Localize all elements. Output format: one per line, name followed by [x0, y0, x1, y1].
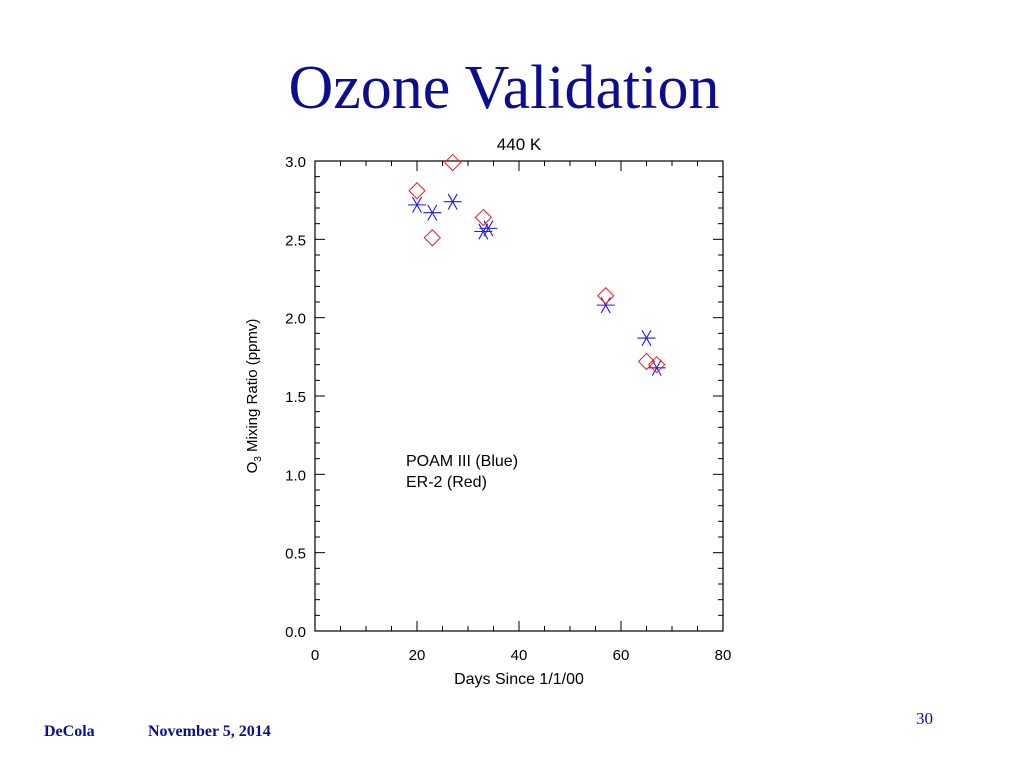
- y-tick-label: 0.0: [285, 624, 306, 641]
- er2-data-point: [443, 153, 462, 172]
- y-axis-label-rest: Mixing Ratio (ppmv): [244, 319, 261, 457]
- er2-data-point: [596, 287, 615, 305]
- y-tick-label: 1.5: [285, 389, 306, 406]
- axis-ticks: [314, 160, 724, 632]
- poam-data-point: [408, 196, 426, 213]
- chart-title: 440 K: [497, 135, 542, 154]
- x-axis-label: Days Since 1/1/00: [454, 671, 584, 688]
- footer-author: DeCola: [44, 723, 95, 740]
- y-tick-label: 1.0: [285, 467, 306, 484]
- poam-data-point: [474, 223, 493, 240]
- er2-data-point: [474, 208, 493, 227]
- x-tick-label: 80: [715, 647, 732, 664]
- x-tick-label: 0: [311, 647, 319, 664]
- y-tick-label: 3.0: [285, 154, 306, 171]
- plot-frame: [314, 160, 724, 632]
- x-tick-label: 60: [613, 647, 630, 664]
- data-markers: [408, 153, 666, 376]
- y-axis-label-main: O: [244, 462, 261, 474]
- legend-entry-er2: ER-2 (Red): [406, 474, 487, 491]
- y-axis-label-subscript: 3: [253, 456, 264, 462]
- er2-data-point: [423, 229, 442, 247]
- er2-data-point: [647, 355, 666, 374]
- y-tick-label: 0.5: [285, 546, 306, 563]
- er2-data-point: [637, 352, 656, 371]
- poam-data-point: [596, 297, 615, 314]
- y-axis-label: O3 Mixing Ratio (ppmv): [244, 319, 264, 474]
- footer-date: November 5, 2014: [148, 723, 271, 740]
- slide-number: 30: [916, 709, 933, 728]
- x-tick-label: 40: [511, 647, 528, 664]
- poam-data-point: [443, 193, 462, 210]
- legend-entry-poam: POAM III (Blue): [406, 453, 518, 470]
- y-tick-label: 2.5: [285, 232, 306, 249]
- slide-title: Ozone Validation: [288, 54, 720, 122]
- poam-data-point: [637, 329, 656, 347]
- er2-data-point: [408, 182, 426, 200]
- axis-tick-labels: 0 20 40 60 80 0.0 0.5 1.0 1.5 2.0 2.5 3.0: [285, 154, 731, 664]
- poam-data-point: [423, 204, 442, 221]
- legend: POAM III (Blue) ER-2 (Red): [406, 453, 518, 491]
- x-tick-label: 20: [409, 647, 426, 664]
- y-tick-label: 2.0: [285, 311, 306, 328]
